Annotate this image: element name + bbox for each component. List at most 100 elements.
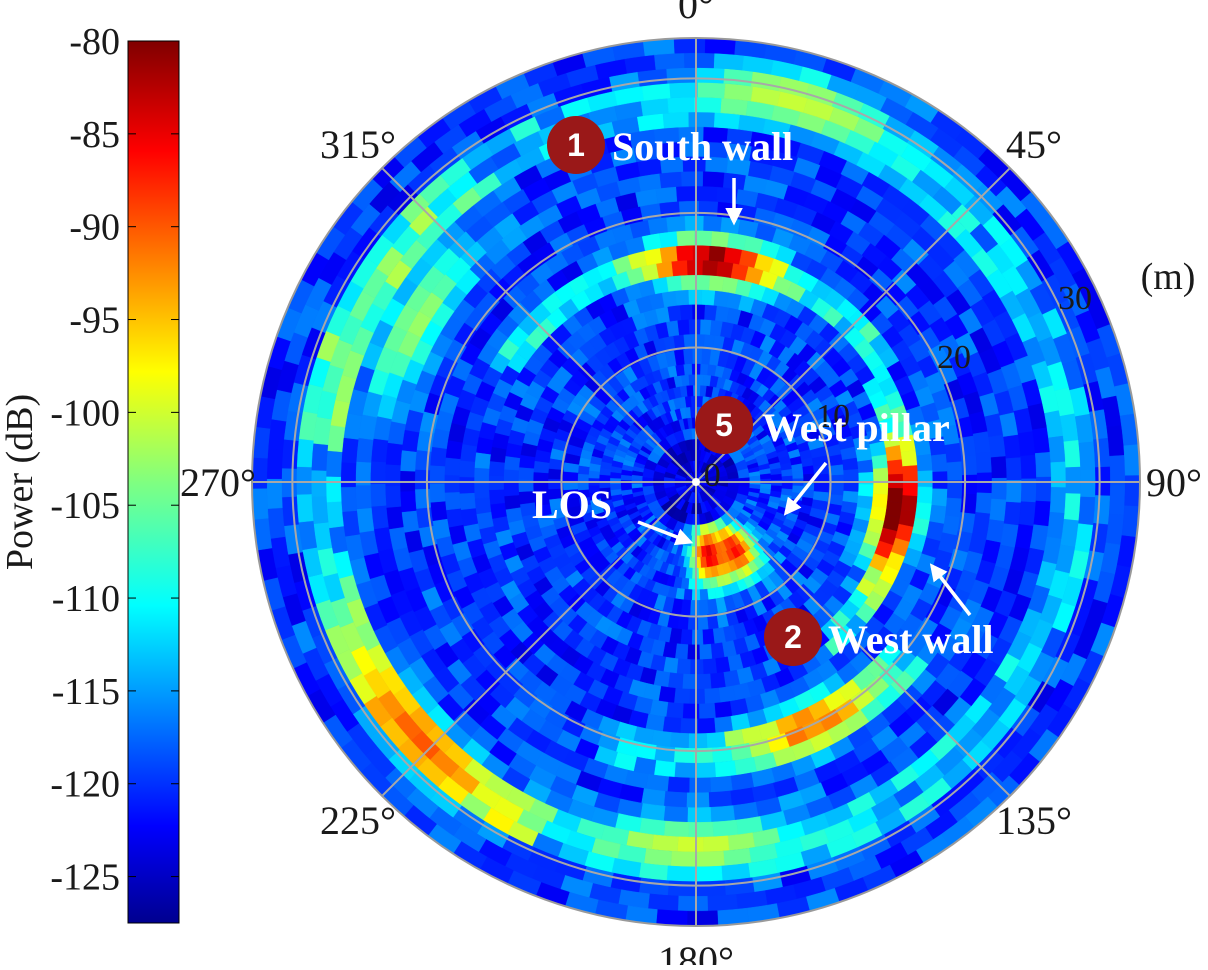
- annotations: 1 South wall 5 West pillar LOS 2 West wa…: [532, 116, 994, 666]
- heatmap-cell: [670, 850, 698, 868]
- colorbar: -80 -85 -90 -95 -100 -105 -110 -115 -120 -125 Pow…: [0, 21, 180, 924]
- heatmap-cell: [972, 431, 991, 454]
- angular-tick-label: 225°: [320, 798, 396, 843]
- heatmap-cell: [1033, 500, 1051, 527]
- heatmap-cell: [1093, 495, 1111, 525]
- heatmap-cell: [1032, 427, 1051, 454]
- heatmap-cell: [900, 449, 918, 467]
- heatmap-cell: [692, 348, 703, 364]
- heatmap-cell: [656, 261, 674, 279]
- heatmap-cell: [459, 476, 475, 494]
- heatmap-cell: [296, 438, 314, 468]
- heatmap-cell: [1035, 476, 1052, 502]
- heatmap-cell: [640, 788, 666, 807]
- heatmap-cell: [699, 319, 712, 335]
- heatmap-cell: [296, 493, 314, 523]
- heatmap-cell: [460, 507, 479, 527]
- heatmap-cell: [643, 848, 672, 867]
- arrow-west-wall: [929, 563, 972, 617]
- heatmap-cell: [686, 384, 694, 397]
- heatmap-cell: [1093, 437, 1111, 468]
- heatmap-cell: [476, 511, 494, 530]
- heatmap-cell: [843, 468, 860, 481]
- heatmap-cell: [355, 484, 372, 510]
- heatmap-cell: [666, 215, 686, 233]
- heatmap-cell: [665, 701, 684, 719]
- heatmap-cell: [653, 760, 676, 778]
- heatmap-cell: [781, 482, 794, 490]
- heatmap-cell: [638, 862, 668, 881]
- heatmap-cell: [430, 500, 448, 522]
- heatmap-cell: [710, 642, 725, 660]
- heatmap-cell: [638, 877, 669, 896]
- heatmap-cell: [1106, 425, 1125, 457]
- heatmap-cell: [1063, 493, 1081, 521]
- heatmap-cell: [659, 230, 679, 248]
- heatmap-cell: [692, 304, 706, 320]
- heatmap-cell: [444, 474, 460, 493]
- heatmap-cell: [667, 96, 695, 114]
- heatmap-cell: [1020, 454, 1037, 480]
- heatmap-cell: [931, 488, 948, 507]
- heatmap-cell: [718, 685, 736, 703]
- heatmap-cell: [1078, 496, 1096, 526]
- heatmap-cell: [703, 304, 718, 321]
- heatmap-cell: [488, 460, 505, 477]
- heatmap-cell: [697, 717, 716, 734]
- heatmap-cell: [662, 716, 682, 734]
- heatmap-cell: [671, 259, 688, 277]
- heatmap-cell: [698, 599, 709, 616]
- heatmap-cell: [296, 466, 312, 495]
- heatmap-cell: [669, 732, 690, 749]
- heatmap-cell: [946, 461, 963, 481]
- heatmap-cell: [857, 484, 874, 498]
- radial-tick-label: 20: [937, 339, 971, 376]
- heatmap-cell: [681, 374, 690, 387]
- angular-tick-label: 270°: [180, 460, 256, 505]
- heatmap-cell: [712, 819, 739, 838]
- heatmap-cell: [659, 171, 683, 189]
- annotation-los: LOS: [532, 482, 694, 546]
- heatmap-cell: [701, 289, 716, 306]
- heatmap-cell: [686, 910, 719, 927]
- heatmap-cell: [645, 773, 670, 792]
- heatmap-cell: [1123, 444, 1141, 476]
- radial-tick-label: 30: [1058, 280, 1092, 317]
- heatmap-cell: [699, 643, 713, 660]
- heatmap-cell: [645, 713, 665, 732]
- heatmap-cell: [698, 567, 706, 580]
- heatmap-cell: [802, 465, 815, 475]
- arrow-los: [637, 520, 694, 546]
- heatmap-cell: [1005, 479, 1022, 504]
- heatmap-cell: [370, 483, 387, 507]
- heatmap-cell: [682, 673, 697, 690]
- heatmap-cell: [649, 699, 669, 718]
- heatmap-cell: [445, 439, 463, 460]
- heatmap-cell: [916, 486, 933, 504]
- heatmap-cell: [655, 186, 678, 204]
- heatmap-cell: [683, 588, 693, 601]
- colorbar-tick-label: -115: [52, 671, 120, 713]
- heatmap-cell: [690, 406, 696, 418]
- heatmap-cell: [639, 817, 666, 836]
- heatmap-cell: [651, 276, 669, 295]
- heatmap-cell: [669, 82, 698, 99]
- heatmap-cell: [699, 588, 709, 601]
- heatmap-cell: [781, 468, 793, 477]
- heatmap-cell: [683, 363, 693, 376]
- heatmap-cell: [975, 492, 993, 515]
- heatmap-cell: [667, 880, 697, 897]
- heatmap-cell: [727, 232, 747, 251]
- heatmap-cell: [666, 865, 695, 882]
- heatmap-cell: [857, 459, 874, 474]
- heatmap-cell: [871, 454, 889, 470]
- colorbar-tick-label: -90: [69, 207, 120, 249]
- heatmap-cell: [355, 437, 374, 463]
- colorbar-tick-label: -125: [50, 857, 120, 899]
- heatmap-cell: [667, 672, 684, 689]
- heatmap-cell: [444, 457, 461, 476]
- heatmap-cell: [641, 83, 671, 101]
- heatmap-cell: [709, 775, 733, 793]
- annotation-badge-1-number: 1: [567, 127, 585, 163]
- annotation-west-pillar-label: West pillar: [762, 405, 950, 450]
